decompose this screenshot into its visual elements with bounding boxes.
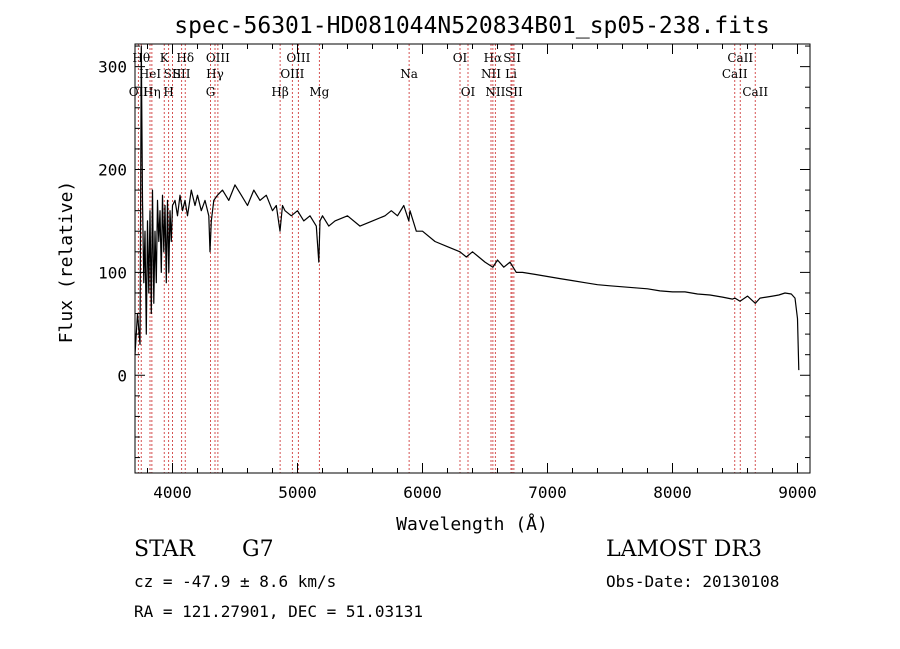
line-marker-label: H xyxy=(163,85,173,99)
line-marker-label: CaII xyxy=(722,67,748,81)
axes: 4000 5000 6000 7000 8000 9000 0 100 200 300 xyxy=(98,44,817,502)
x-tick-label: 4000 xyxy=(153,483,192,502)
obs-date: Obs-Date: 20130108 xyxy=(606,572,780,591)
line-marker-label: K xyxy=(160,51,170,65)
line-marker-label: CaII xyxy=(727,51,753,65)
cz-value: cz = -47.9 ± 8.6 km/s xyxy=(134,572,337,591)
survey-name: LAMOST DR3 xyxy=(606,537,762,562)
line-marker-label: SII xyxy=(503,51,521,65)
line-marker-label: Hα xyxy=(484,51,503,65)
y-tick-label: 200 xyxy=(98,161,127,180)
line-marker-label: OIII xyxy=(206,51,230,65)
plot-frame xyxy=(134,43,811,474)
line-marker-label: Hδ xyxy=(176,51,194,65)
x-axis-label: Wavelength (Å) xyxy=(396,513,548,535)
line-marker-label: G xyxy=(206,85,216,99)
line-marker-label: Hγ xyxy=(206,67,224,81)
line-marker-label: Mg xyxy=(309,85,329,99)
object-type: STAR xyxy=(134,537,195,562)
line-marker-label: Li xyxy=(505,67,517,81)
y-tick-label: 0 xyxy=(117,366,127,385)
line-marker-label: SII xyxy=(173,67,191,81)
y-axis-label: Flux (relative) xyxy=(56,181,77,344)
line-marker-label: NII xyxy=(485,85,505,99)
line-marker-label: OI xyxy=(461,85,476,99)
line-marker-label: CaII xyxy=(742,85,768,99)
series-group xyxy=(134,45,800,371)
x-tick-label: 8000 xyxy=(653,483,692,502)
line-marker-label: OIII xyxy=(280,67,304,81)
line-marker-label: HeI xyxy=(139,67,162,81)
line-marker-label: Hη xyxy=(143,85,161,99)
line-marker-label: Na xyxy=(400,67,418,81)
chart-title: spec-56301-HD081044N520834B01_sp05-238.f… xyxy=(174,13,769,39)
y-tick-label: 300 xyxy=(98,58,127,77)
line-marker-label: OIII xyxy=(286,51,310,65)
line-marker-label: SII xyxy=(505,85,523,99)
spectrum-line xyxy=(134,45,800,371)
line-marker-label: OI xyxy=(453,51,468,65)
line-marker-label: Hβ xyxy=(271,85,288,99)
x-tick-label: 9000 xyxy=(778,483,817,502)
subclass: G7 xyxy=(242,537,274,562)
line-marker-label: SII xyxy=(164,67,182,81)
line-marker-label: OII xyxy=(129,85,149,99)
x-tick-label: 6000 xyxy=(403,483,442,502)
coordinates: RA = 121.27901, DEC = 51.03131 xyxy=(134,602,423,621)
x-tick-label: 7000 xyxy=(528,483,567,502)
y-tick-label: 100 xyxy=(98,263,127,282)
x-tick-label: 5000 xyxy=(278,483,317,502)
line-marker-label: NII xyxy=(481,67,501,81)
